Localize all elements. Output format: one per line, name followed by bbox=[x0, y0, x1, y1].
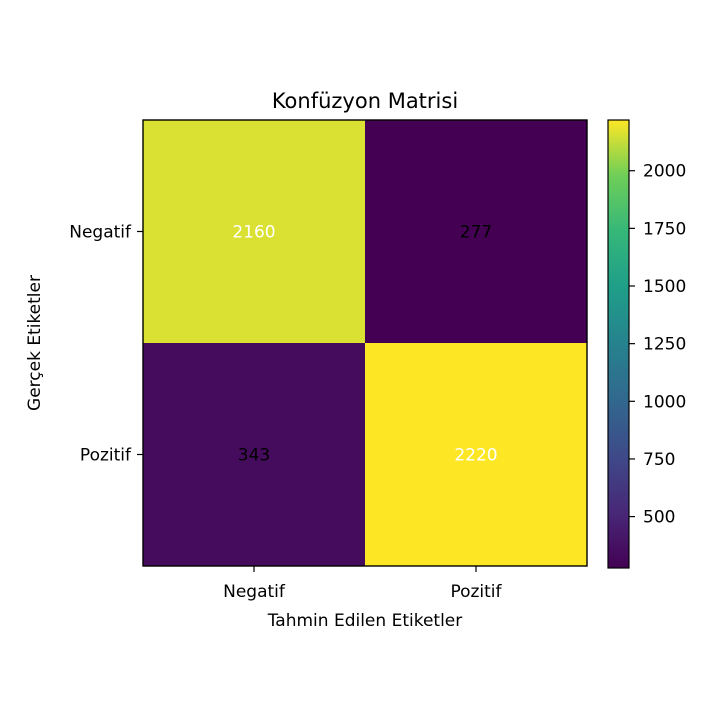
x-axis-ticks: Negatif Pozitif bbox=[223, 566, 503, 602]
colorbar bbox=[607, 119, 630, 569]
colorbar-tick-label: 1750 bbox=[643, 219, 686, 239]
heatmap-cell-value: 277 bbox=[460, 223, 492, 243]
x-tick-label: Pozitif bbox=[450, 582, 502, 602]
heatmap-cell-value: 343 bbox=[238, 446, 270, 466]
heatmap-cell-value: 2160 bbox=[232, 223, 275, 243]
heatmap-cells bbox=[143, 120, 588, 567]
colorbar-tick-label: 2000 bbox=[643, 162, 686, 182]
heatmap-cell-labels: 2160 277 343 2220 bbox=[232, 223, 497, 466]
colorbar-tick-label: 1500 bbox=[643, 277, 686, 297]
colorbar-tick-label: 1250 bbox=[643, 335, 686, 355]
plot-frame bbox=[142, 119, 588, 567]
heatmap-cell-value: 2220 bbox=[454, 446, 497, 466]
heatmap-cell bbox=[143, 343, 366, 567]
x-tick-label: Negatif bbox=[223, 582, 286, 602]
chart-title: Konfüzyon Matrisi bbox=[272, 89, 458, 113]
colorbar-ticks: 500 750 1000 1250 1500 1750 2000 bbox=[629, 162, 686, 528]
y-axis-label: Gerçek Etiketler bbox=[25, 275, 45, 411]
heatmap-cell bbox=[143, 120, 366, 344]
colorbar-tick-label: 1000 bbox=[643, 392, 686, 412]
y-axis-ticks: Negatif Pozitif bbox=[69, 223, 143, 466]
y-tick-label: Negatif bbox=[69, 223, 132, 243]
x-axis-label: Tahmin Edilen Etiketler bbox=[267, 611, 463, 631]
heatmap-cell bbox=[365, 343, 588, 567]
colorbar-tick-label: 750 bbox=[643, 450, 675, 470]
y-tick-label: Pozitif bbox=[80, 446, 132, 466]
colorbar-tick-label: 500 bbox=[643, 508, 675, 528]
heatmap-cell bbox=[365, 120, 588, 344]
